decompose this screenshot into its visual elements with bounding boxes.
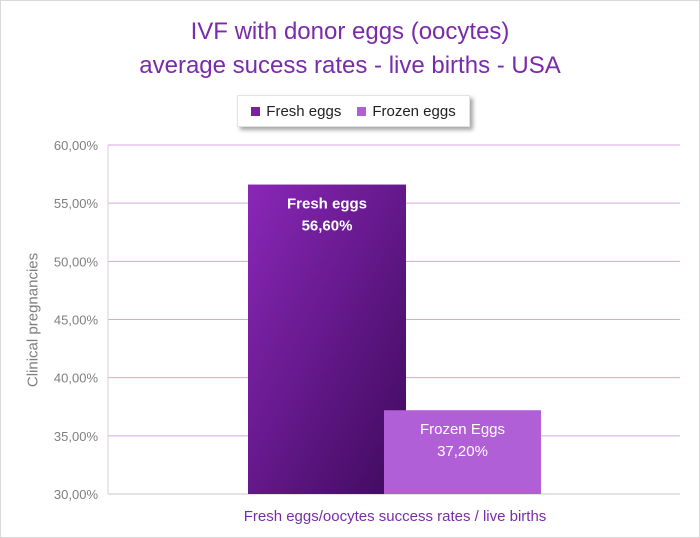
legend: Fresh eggs Frozen eggs: [237, 95, 470, 127]
data-label-value: 56,60%: [302, 218, 353, 235]
bar-frozen-eggs: [384, 410, 541, 494]
legend-label-frozen: Frozen eggs: [372, 102, 456, 120]
data-label-name: Fresh eggs: [287, 196, 367, 213]
legend-swatch-fresh: [251, 106, 261, 116]
y-tick-label: 60,00%: [54, 138, 99, 153]
data-label-value: 37,20%: [437, 443, 488, 460]
y-axis-label: Clinical pregnancies: [24, 252, 42, 388]
bar-fresh-eggs: [248, 184, 406, 494]
legend-label-fresh: Fresh eggs: [266, 102, 342, 120]
y-tick-label: 30,00%: [54, 487, 99, 502]
y-tick-label: 50,00%: [54, 254, 99, 269]
y-tick-label: 35,00%: [54, 429, 99, 444]
y-tick-label: 45,00%: [54, 313, 99, 328]
chart-title-line-1: IVF with donor eggs (oocytes): [190, 18, 510, 45]
y-tick-label: 55,00%: [54, 196, 99, 211]
chart-title-line-2: average sucess rates - live births - USA: [139, 52, 561, 79]
x-axis-label: Fresh eggs/oocytes success rates / live …: [243, 508, 547, 525]
legend-item-fresh: Fresh eggs: [251, 103, 341, 120]
data-label-name: Frozen Eggs: [420, 421, 505, 438]
legend-item-frozen: Frozen eggs: [357, 102, 456, 120]
legend-swatch-frozen: [357, 106, 367, 116]
y-tick-label: 40,00%: [54, 371, 99, 386]
